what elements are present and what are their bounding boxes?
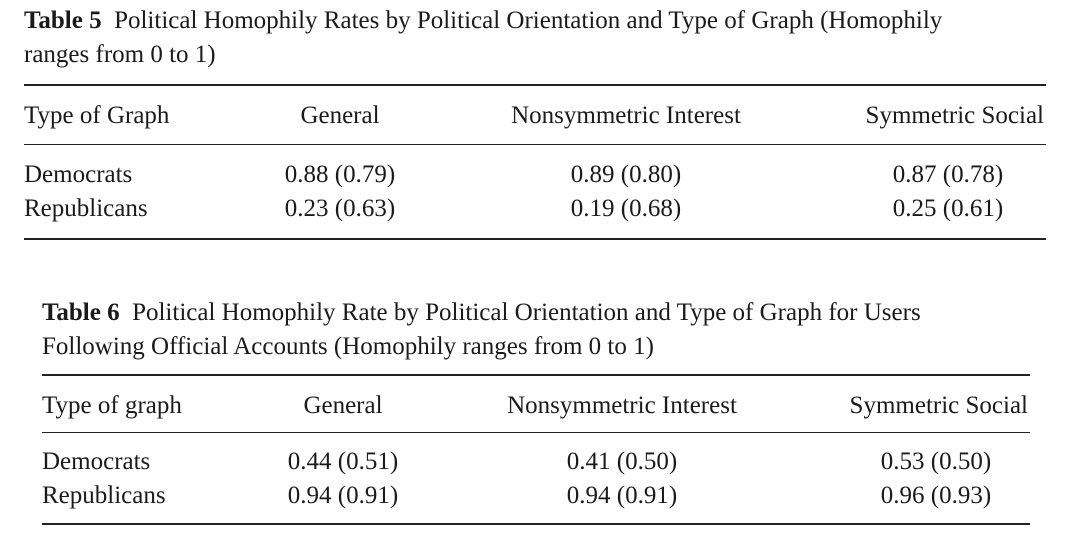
table-5-cell-general: 0.88 (0.79) bbox=[284, 161, 396, 188]
table-6-bottom-rule bbox=[42, 523, 1030, 525]
table-6-label: Table 6 bbox=[42, 299, 120, 326]
table-6-row-label: Democrats bbox=[42, 448, 151, 475]
table-5-bottom-rule bbox=[24, 238, 1046, 240]
table-5-caption-line1: Political Homophily Rates by Political O… bbox=[114, 7, 943, 34]
table-5-cell-nonsymmetric: 0.19 (0.68) bbox=[570, 195, 682, 222]
table-5-row-label: Republicans bbox=[24, 195, 148, 222]
table-5-header-type: Type of Graph bbox=[24, 102, 170, 129]
table-5-row-label: Democrats bbox=[24, 161, 133, 188]
table-6-cell-nonsymmetric: 0.41 (0.50) bbox=[566, 448, 678, 475]
table-6-cell-general: 0.44 (0.51) bbox=[287, 448, 399, 475]
table-6-header-type: Type of graph bbox=[42, 392, 182, 419]
table-5-header-rule bbox=[24, 144, 1046, 145]
table-5-cell-general: 0.23 (0.63) bbox=[284, 195, 396, 222]
table-6-header-general: General bbox=[303, 392, 383, 419]
table-6-cell-symmetric: 0.96 (0.93) bbox=[880, 482, 992, 509]
table-6-cell-nonsymmetric: 0.94 (0.91) bbox=[566, 482, 678, 509]
table-6-cell-symmetric: 0.53 (0.50) bbox=[880, 448, 992, 475]
table-6-row-label: Republicans bbox=[42, 482, 166, 509]
table-5-header-symmetric: Symmetric Social bbox=[865, 102, 1044, 129]
table-6-cell-general: 0.94 (0.91) bbox=[287, 482, 399, 509]
table-6-caption-line2: Following Official Accounts (Homophily r… bbox=[42, 333, 654, 360]
table-5-caption-line2: ranges from 0 to 1) bbox=[24, 41, 216, 68]
table-5-header-general: General bbox=[300, 102, 380, 129]
table-6-header-symmetric: Symmetric Social bbox=[849, 392, 1028, 419]
table-6-top-rule bbox=[42, 374, 1030, 376]
table-6-caption: Table 6 Political Homophily Rate by Poli… bbox=[42, 296, 1062, 364]
table-5-cell-nonsymmetric: 0.89 (0.80) bbox=[570, 161, 682, 188]
table-5-caption: Table 5 Political Homophily Rates by Pol… bbox=[24, 4, 1064, 72]
table-6-caption-line1: Political Homophily Rate by Political Or… bbox=[132, 299, 921, 326]
table-5-cell-symmetric: 0.87 (0.78) bbox=[892, 161, 1004, 188]
table-6-header-nonsymmetric: Nonsymmetric Interest bbox=[507, 392, 737, 419]
table-5-header-nonsymmetric: Nonsymmetric Interest bbox=[511, 102, 741, 129]
table-5-top-rule bbox=[24, 84, 1046, 86]
table-5-label: Table 5 bbox=[24, 7, 102, 34]
table-5-cell-symmetric: 0.25 (0.61) bbox=[892, 195, 1004, 222]
table-6-header-rule bbox=[42, 432, 1030, 433]
